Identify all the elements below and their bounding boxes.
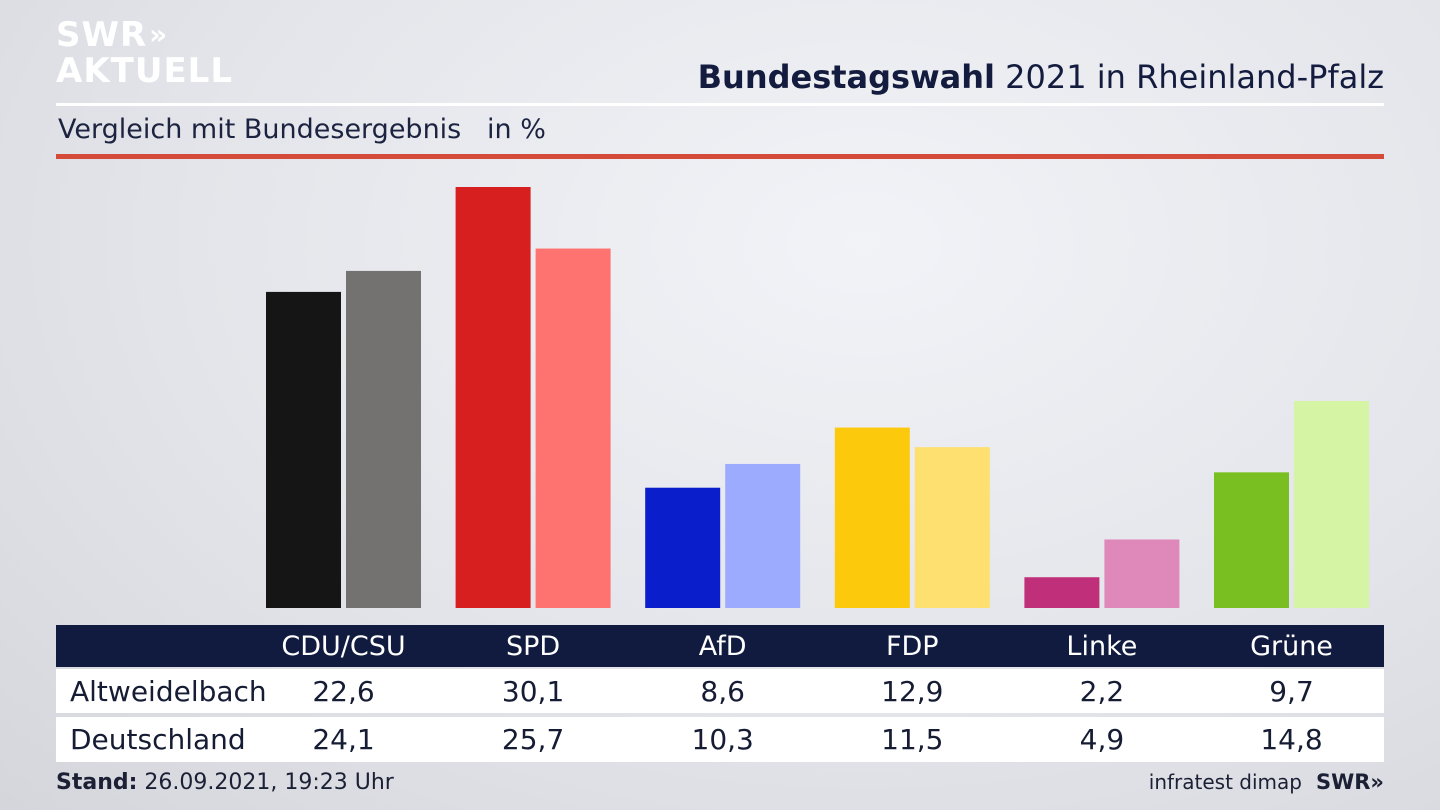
logo-line-1: SWR» xyxy=(56,18,233,52)
title-bold: Bundestagswahl xyxy=(697,58,995,96)
stand-value: 26.09.2021, 19:23 Uhr xyxy=(137,770,394,795)
table-cell: 8,6 xyxy=(700,674,745,708)
table-row: Altweidelbach 22,6 30,1 8,6 12,9 2,2 9,7 xyxy=(56,669,1384,713)
bar-linke-altweidelbach xyxy=(1024,577,1100,608)
table-cell: 22,6 xyxy=(312,674,375,708)
table-cell: 10,3 xyxy=(691,723,754,756)
page-title: Bundestagswahl 2021 in Rheinland-Pfalz xyxy=(698,58,1384,96)
bar-gr-ne-deutschland xyxy=(1294,400,1369,608)
table-cell: 25,7 xyxy=(501,723,565,756)
column-header: Grüne xyxy=(1250,630,1333,662)
table-cell: 4,9 xyxy=(1079,723,1125,756)
table-header-row: CDU/CSU SPD AfD FDP Linke Grüne xyxy=(56,625,1384,667)
bar-spd-deutschland xyxy=(535,248,611,608)
header-divider xyxy=(56,103,1384,106)
table-cell: 14,8 xyxy=(1260,723,1323,756)
table-cell: 9,7 xyxy=(1269,674,1314,708)
title-rest: 2021 in Rheinland-Pfalz xyxy=(995,58,1384,96)
column-header: CDU/CSU xyxy=(281,630,406,662)
chart-subtitle: Vergleich mit Bundesergebnis in % xyxy=(58,114,546,145)
table-cell: 30,1 xyxy=(501,674,565,708)
logo-swr-text: SWR xyxy=(56,15,148,55)
bar-cdu-csu-altweidelbach xyxy=(266,291,341,608)
accent-divider xyxy=(56,154,1384,159)
bar-fdp-deutschland xyxy=(914,447,990,608)
bar-linke-deutschland xyxy=(1104,539,1180,608)
bar-chart xyxy=(266,187,1369,608)
swr-aktuell-logo: SWR» AKTUELL xyxy=(56,18,233,88)
column-header: FDP xyxy=(885,630,939,662)
timestamp: Stand: 26.09.2021, 19:23 Uhr xyxy=(56,770,394,795)
source-text: infratest dimap xyxy=(1148,770,1302,794)
bar-fdp-altweidelbach xyxy=(834,427,910,608)
bar-gr-ne-altweidelbach xyxy=(1214,472,1289,608)
bar-afd-deutschland xyxy=(725,463,801,608)
table-row: Deutschland 24,1 25,7 10,3 11,5 4,9 14,8 xyxy=(56,717,1384,762)
bar-afd-altweidelbach xyxy=(645,487,721,608)
bar-spd-altweidelbach xyxy=(455,187,531,608)
column-header: SPD xyxy=(505,630,561,662)
results-table: CDU/CSU SPD AfD FDP Linke Grüne Altweidelbach… xyxy=(56,625,1384,762)
row-label: Altweidelbach xyxy=(70,674,267,708)
swr-brand-logo: SWR» xyxy=(1315,770,1384,794)
table-cell: 24,1 xyxy=(312,723,375,756)
column-header: AfD xyxy=(698,630,747,662)
table-cell: 2,2 xyxy=(1079,674,1125,708)
source-credit: infratest dimap SWR» xyxy=(1149,770,1384,794)
stand-label: Stand: xyxy=(56,770,138,795)
column-header: Linke xyxy=(1066,630,1138,662)
bar-cdu-csu-deutschland xyxy=(346,270,421,608)
logo-line-2: AKTUELL xyxy=(56,51,234,91)
table-cell: 12,9 xyxy=(881,674,944,708)
row-label: Deutschland xyxy=(70,723,246,756)
table-cell: 11,5 xyxy=(881,723,944,756)
